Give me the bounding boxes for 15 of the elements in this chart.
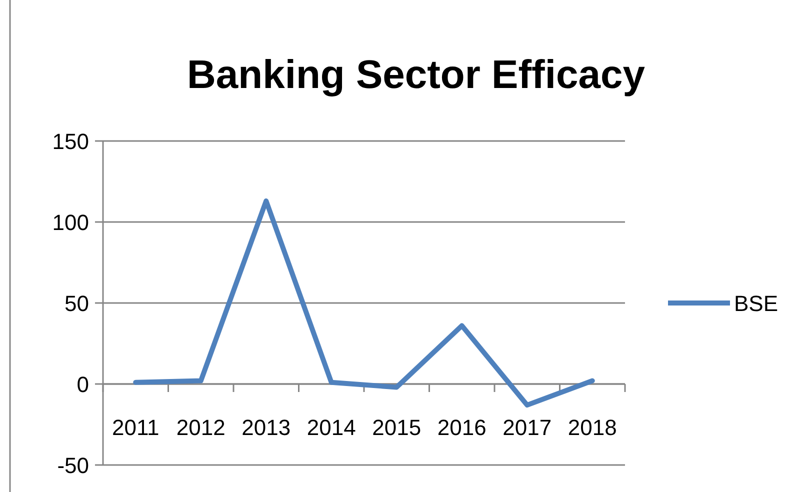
- x-tick-label: 2013: [242, 415, 291, 440]
- chart-title: Banking Sector Efficacy: [187, 53, 646, 97]
- y-tick-label: 100: [52, 210, 89, 235]
- x-tick-label: 2016: [437, 415, 486, 440]
- x-tick-label: 2011: [112, 415, 160, 440]
- y-tick-label: 150: [52, 129, 89, 154]
- y-tick-label: 50: [64, 291, 89, 316]
- x-tick-label: 2014: [306, 415, 356, 440]
- x-tick-label: 2017: [502, 415, 552, 440]
- legend-label: BSE: [734, 291, 778, 316]
- x-tick-label: 2012: [176, 415, 226, 440]
- x-tick-label: 2018: [568, 415, 617, 440]
- y-tick-label: -50: [57, 453, 89, 478]
- y-tick-label: 0: [76, 372, 89, 397]
- x-tick-label: 2015: [372, 415, 422, 440]
